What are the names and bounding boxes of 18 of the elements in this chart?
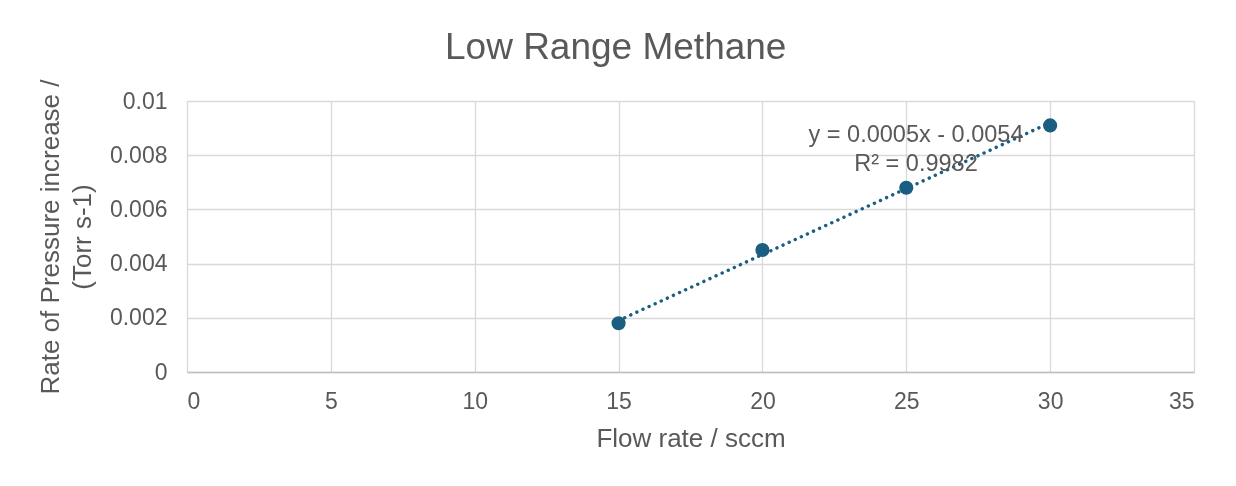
chart-title: Low Range Methane: [444, 25, 787, 67]
x-tick-label: 15: [606, 387, 632, 414]
y-tick-label: 0.002: [109, 304, 168, 331]
x-tick-label: 5: [324, 387, 338, 414]
y-tick-label: 0.008: [109, 141, 168, 168]
y-tick-label: 0.01: [122, 87, 168, 114]
y-axis-title: Rate of Pressure increase / (Torr s-1): [34, 78, 97, 395]
x-tick-label: 25: [893, 387, 920, 414]
x-tick-label: 35: [1168, 387, 1195, 414]
y-tick-label: 0.006: [109, 195, 168, 222]
y-tick-label: 0: [154, 358, 168, 385]
x-tick-label: 0: [187, 387, 201, 414]
x-tick-label: 10: [462, 387, 489, 414]
annotation: y = 0.0005x - 0.0054: [808, 121, 1024, 147]
x-tick-label: 20: [750, 387, 776, 414]
x-tick-label: 30: [1037, 387, 1064, 414]
y-tick-label: 0.004: [109, 250, 168, 277]
x-axis-title: Flow rate / sccm: [596, 422, 786, 453]
